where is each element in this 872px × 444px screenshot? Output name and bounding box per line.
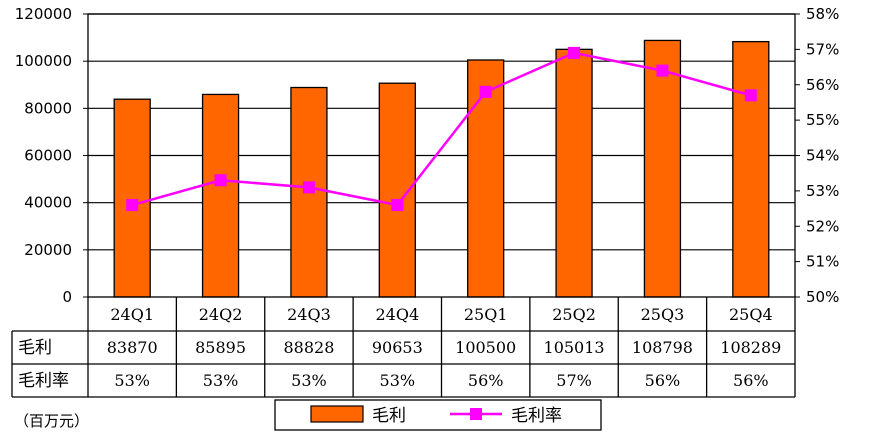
table-cell: 53% [114, 371, 150, 390]
bar-25Q2 [555, 48, 593, 298]
table-cell: 105013 [544, 338, 605, 357]
y-left-tick-label: 60000 [24, 147, 72, 165]
unit-label: （百万元） [14, 412, 89, 430]
bar-25Q3 [643, 39, 682, 298]
category-label: 25Q3 [641, 305, 685, 324]
marker-25Q3 [656, 64, 669, 77]
bar-25Q1 [467, 59, 505, 298]
legend-line-marker [470, 408, 482, 420]
legend-bar-label: 毛利 [372, 406, 406, 426]
table-cell: 88828 [283, 338, 334, 357]
table-cell: 83870 [107, 338, 158, 357]
y-left-tick-label: 0 [62, 288, 72, 306]
y-right-tick-label: 58% [806, 5, 839, 23]
y-left-tick-label: 40000 [24, 194, 72, 212]
table-row-header: 毛利率 [18, 371, 69, 391]
y-right-tick-label: 53% [806, 182, 839, 200]
legend-line-label: 毛利率 [511, 406, 562, 426]
category-label: 25Q2 [552, 305, 596, 324]
marker-24Q3 [302, 181, 315, 194]
bar-24Q2 [201, 93, 240, 298]
category-label: 24Q1 [110, 305, 154, 324]
table-cell: 56% [468, 371, 504, 390]
y-right-tick-label: 56% [806, 76, 839, 94]
table-cell: 90653 [372, 338, 423, 357]
y-left-tick-label: 100000 [15, 52, 72, 70]
table-row-header: 毛利 [18, 338, 52, 358]
table-cell: 53% [291, 371, 327, 390]
table-cell: 108289 [720, 338, 781, 357]
table-cell: 85895 [195, 338, 246, 357]
y-right-tick-label: 51% [806, 253, 839, 271]
category-label: 24Q3 [287, 305, 331, 324]
table-cell: 100500 [455, 338, 516, 357]
table-cell: 57% [556, 371, 592, 390]
marker-25Q2 [568, 46, 581, 59]
table-cell: 56% [645, 371, 681, 390]
table-cell: 53% [203, 371, 239, 390]
marker-24Q2 [214, 174, 227, 187]
y-left-tick-label: 20000 [24, 241, 72, 259]
marker-25Q1 [479, 85, 492, 98]
bar-24Q1 [113, 98, 151, 298]
y-right-tick-label: 52% [806, 217, 839, 235]
category-label: 24Q2 [199, 305, 243, 324]
y-left-tick-label: 120000 [15, 5, 72, 23]
category-label: 24Q4 [375, 305, 419, 324]
table-cell: 108798 [632, 338, 693, 357]
marker-25Q4 [744, 89, 757, 102]
line-series-gross-margin [131, 51, 752, 207]
table-cell: 53% [380, 371, 416, 390]
table-cell: 56% [733, 371, 769, 390]
legend-bar-swatch [310, 405, 364, 423]
y-right-tick-label: 50% [806, 288, 839, 306]
marker-24Q4 [391, 199, 404, 212]
y-right-tick-label: 57% [806, 40, 839, 58]
y-left-tick-label: 80000 [24, 99, 72, 117]
y-right-tick-label: 54% [806, 147, 839, 165]
bar-25Q4 [732, 40, 770, 298]
marker-24Q1 [126, 199, 139, 212]
category-label: 25Q1 [464, 305, 508, 324]
y-right-tick-label: 55% [806, 111, 839, 129]
category-label: 25Q4 [729, 305, 773, 324]
